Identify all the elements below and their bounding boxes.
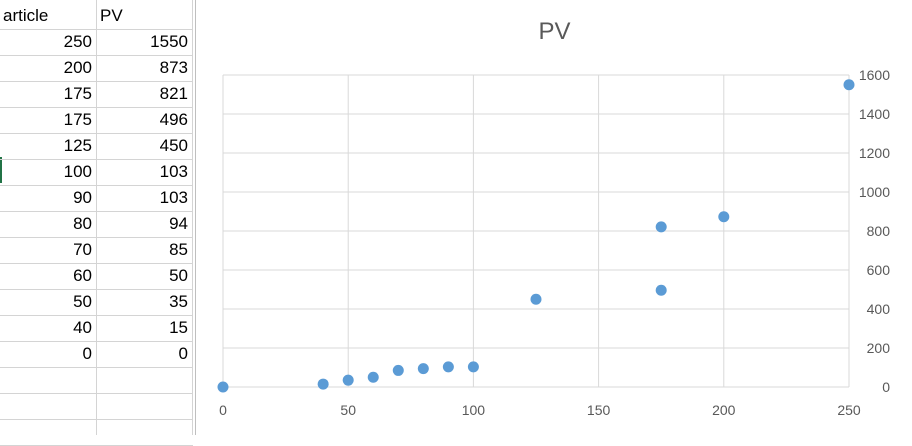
cell-pv[interactable]: 1550 bbox=[150, 32, 188, 51]
cell-article[interactable]: 70 bbox=[73, 240, 92, 259]
data-point bbox=[530, 293, 542, 305]
y-tick-label: 1600 bbox=[859, 67, 890, 83]
data-point bbox=[417, 363, 429, 375]
cell-article[interactable]: 90 bbox=[73, 188, 92, 207]
x-tick-label: 250 bbox=[837, 402, 861, 418]
data-point bbox=[217, 381, 229, 393]
cell-article[interactable]: 175 bbox=[63, 110, 92, 129]
y-tick-label: 1400 bbox=[859, 106, 890, 122]
row-divider bbox=[0, 263, 193, 264]
cell-article[interactable]: 60 bbox=[73, 266, 92, 285]
y-tick-label: 400 bbox=[867, 301, 891, 317]
row-divider bbox=[0, 315, 193, 316]
cell-pv[interactable]: 50 bbox=[169, 266, 188, 285]
cell-article[interactable]: 100 bbox=[63, 162, 92, 181]
row-divider bbox=[0, 419, 193, 420]
cell-article[interactable]: 0 bbox=[82, 344, 92, 363]
cell-article[interactable]: 250 bbox=[63, 32, 92, 51]
cell-pv[interactable]: 0 bbox=[178, 344, 188, 363]
row-divider bbox=[0, 107, 193, 108]
data-point bbox=[467, 361, 479, 373]
cell-pv[interactable]: 94 bbox=[169, 214, 188, 233]
x-tick-label: 100 bbox=[462, 402, 486, 418]
data-point bbox=[342, 374, 354, 386]
cell-article[interactable]: 40 bbox=[73, 318, 92, 337]
cell-article[interactable]: 200 bbox=[63, 58, 92, 77]
cell-article[interactable]: 50 bbox=[73, 292, 92, 311]
row-divider bbox=[0, 185, 193, 186]
y-tick-label: 800 bbox=[867, 223, 891, 239]
cell-article[interactable]: 175 bbox=[63, 84, 92, 103]
row-divider bbox=[0, 341, 193, 342]
y-tick-label: 1000 bbox=[859, 184, 890, 200]
chart-title: PV bbox=[538, 18, 571, 45]
data-point bbox=[655, 284, 667, 296]
y-tick-label: 600 bbox=[867, 262, 891, 278]
row-divider bbox=[0, 133, 193, 134]
cell-pv[interactable]: 450 bbox=[159, 136, 188, 155]
data-point bbox=[367, 371, 379, 383]
cell-pv[interactable]: 103 bbox=[159, 188, 188, 207]
cell-pv[interactable]: 821 bbox=[159, 84, 188, 103]
data-point bbox=[442, 361, 454, 373]
row-divider bbox=[0, 29, 193, 30]
row-divider bbox=[0, 393, 193, 394]
y-tick-label: 200 bbox=[867, 340, 891, 356]
col-divider-right bbox=[192, 0, 193, 435]
cell-pv[interactable]: 85 bbox=[169, 240, 188, 259]
y-tick-label: 1200 bbox=[859, 145, 890, 161]
cell-pv[interactable]: 15 bbox=[169, 318, 188, 337]
row-divider bbox=[0, 81, 193, 82]
header-cell-pv[interactable]: PV bbox=[100, 6, 123, 25]
data-point bbox=[655, 221, 667, 233]
row-divider bbox=[0, 159, 193, 160]
row-divider bbox=[0, 237, 193, 238]
spreadsheet-grid: article PV 250 1550 200 873 175 821 175 496 125 450… bbox=[0, 0, 193, 446]
x-tick-label: 200 bbox=[712, 402, 736, 418]
x-tick-label: 150 bbox=[587, 402, 611, 418]
row-divider bbox=[0, 367, 193, 368]
scatter-chart[interactable]: PV 0 50 100 150 200 250 0 200 400 600 800 1000 1200 1… bbox=[195, 0, 912, 435]
cell-pv[interactable]: 873 bbox=[159, 58, 188, 77]
row-divider bbox=[0, 289, 193, 290]
x-tick-label: 0 bbox=[219, 402, 227, 418]
data-point bbox=[392, 364, 404, 376]
cell-pv[interactable]: 35 bbox=[169, 292, 188, 311]
active-cell-marker bbox=[0, 157, 2, 183]
data-point bbox=[317, 378, 329, 390]
header-cell-article[interactable]: article bbox=[3, 6, 49, 25]
col-divider bbox=[96, 0, 97, 435]
chart-plot-area: 0 50 100 150 200 250 0 200 400 600 800 1000 1200 1400… bbox=[217, 67, 891, 418]
y-tick-label: 0 bbox=[882, 379, 890, 395]
row-divider bbox=[0, 211, 193, 212]
row-divider bbox=[0, 55, 193, 56]
cell-pv[interactable]: 496 bbox=[159, 110, 188, 129]
cell-article[interactable]: 125 bbox=[63, 136, 92, 155]
data-point bbox=[843, 79, 855, 91]
cell-pv[interactable]: 103 bbox=[159, 162, 188, 181]
data-point bbox=[718, 211, 730, 223]
cell-article[interactable]: 80 bbox=[73, 214, 92, 233]
x-tick-label: 50 bbox=[340, 402, 356, 418]
